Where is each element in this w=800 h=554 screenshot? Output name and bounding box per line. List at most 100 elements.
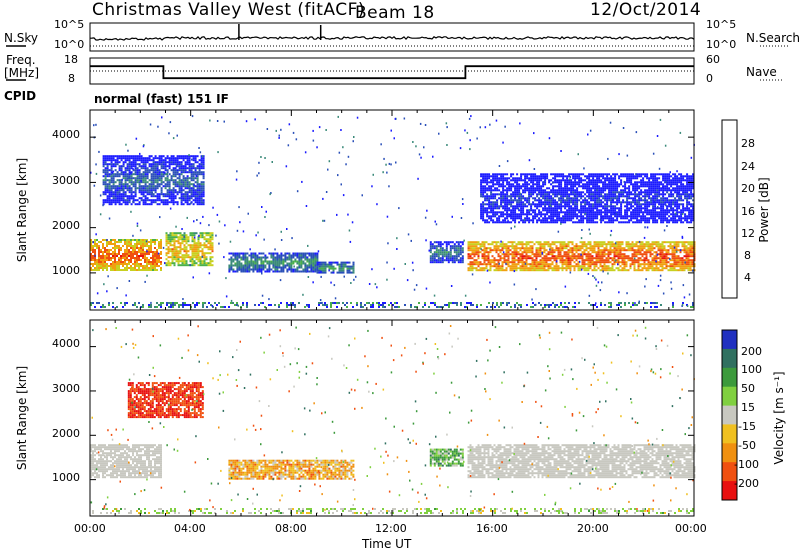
power-cell bbox=[497, 247, 500, 250]
power-cell bbox=[282, 262, 285, 265]
power-cell bbox=[651, 247, 654, 250]
power-cell bbox=[677, 259, 680, 262]
power-cell bbox=[502, 197, 505, 200]
power-cell bbox=[587, 241, 590, 244]
power-cell bbox=[576, 199, 579, 202]
power-cell bbox=[498, 207, 501, 210]
power-cell bbox=[590, 211, 593, 214]
power-cell bbox=[102, 247, 104, 249]
power-cell bbox=[308, 266, 311, 269]
power-cell bbox=[431, 255, 434, 258]
power-cell bbox=[659, 243, 662, 246]
power-cell bbox=[612, 173, 615, 176]
power-cell bbox=[574, 193, 577, 196]
power-cell bbox=[502, 185, 505, 188]
power-cell bbox=[102, 161, 105, 164]
power-cell bbox=[683, 251, 686, 254]
power-cell bbox=[146, 243, 148, 245]
power-cell bbox=[136, 241, 138, 243]
power-cell bbox=[176, 177, 179, 180]
power-cell bbox=[522, 183, 525, 186]
power-cell bbox=[166, 185, 169, 188]
power-cell bbox=[527, 267, 530, 270]
power-cell bbox=[492, 209, 495, 212]
power-cell bbox=[685, 249, 688, 252]
power-cell bbox=[100, 259, 102, 261]
power-cell bbox=[514, 205, 517, 208]
power-cell bbox=[559, 255, 562, 258]
power-cell bbox=[138, 257, 140, 259]
power-cell bbox=[506, 183, 509, 186]
power-cell bbox=[516, 217, 519, 220]
power-cell bbox=[593, 257, 596, 260]
power-cell bbox=[588, 203, 591, 206]
power-cell bbox=[515, 259, 518, 262]
power-cell bbox=[627, 269, 630, 272]
power-cell bbox=[538, 213, 541, 216]
power-cell bbox=[500, 177, 503, 180]
power-cell bbox=[607, 255, 610, 258]
power-cell bbox=[576, 193, 579, 196]
power-cell bbox=[482, 189, 485, 192]
power-cell bbox=[286, 256, 289, 259]
power-cell bbox=[623, 253, 626, 256]
power-cell bbox=[191, 262, 194, 265]
power-cell bbox=[236, 260, 239, 263]
power-cell bbox=[602, 185, 605, 188]
power-cell bbox=[340, 271, 343, 274]
power-cell bbox=[535, 251, 538, 254]
power-cell bbox=[160, 257, 162, 259]
power-cell bbox=[520, 213, 523, 216]
power-cell bbox=[586, 201, 589, 204]
power-cell bbox=[148, 259, 150, 261]
power-cell bbox=[142, 247, 144, 249]
power-cell bbox=[158, 197, 161, 200]
power-cell bbox=[517, 247, 520, 250]
power-cell bbox=[578, 183, 581, 186]
power-cell bbox=[236, 262, 239, 265]
power-cell bbox=[146, 169, 149, 172]
power-cell bbox=[90, 255, 92, 257]
power-cell bbox=[268, 266, 271, 269]
power-cell bbox=[200, 191, 203, 194]
power-cell bbox=[500, 203, 503, 206]
power-cell bbox=[580, 205, 583, 208]
power-cell bbox=[320, 263, 323, 266]
power-cell bbox=[459, 245, 462, 248]
power-cell bbox=[555, 241, 558, 244]
power-cell bbox=[570, 173, 573, 176]
power-cell bbox=[152, 239, 154, 241]
power-cell bbox=[482, 201, 485, 204]
power-cell bbox=[181, 240, 184, 243]
power-cell bbox=[154, 175, 157, 178]
power-cell bbox=[118, 179, 121, 182]
power-cell bbox=[96, 247, 98, 249]
power-cell bbox=[524, 213, 527, 216]
power-cell bbox=[647, 249, 650, 252]
power-cell bbox=[544, 201, 547, 204]
power-cell bbox=[528, 221, 531, 224]
power-cell bbox=[110, 187, 113, 190]
power-cell bbox=[555, 263, 558, 266]
power-cell bbox=[552, 173, 555, 176]
power-cell bbox=[167, 256, 170, 259]
power-cell bbox=[589, 247, 592, 250]
power-cell bbox=[617, 247, 620, 250]
power-cell bbox=[562, 177, 565, 180]
power-cell bbox=[138, 201, 141, 204]
power-cell bbox=[171, 238, 174, 241]
power-cell bbox=[590, 187, 593, 190]
power-cell bbox=[565, 255, 568, 258]
power-cell bbox=[138, 175, 141, 178]
power-cell bbox=[172, 187, 175, 190]
power-cell bbox=[203, 258, 206, 261]
power-cell bbox=[130, 157, 133, 160]
power-cell bbox=[608, 185, 611, 188]
power-cell bbox=[126, 185, 129, 188]
power-cell bbox=[160, 199, 163, 202]
power-cell bbox=[567, 243, 570, 246]
power-cell bbox=[177, 258, 180, 261]
power-cell bbox=[202, 187, 205, 190]
power-cell bbox=[567, 249, 570, 252]
power-cell bbox=[520, 187, 523, 190]
